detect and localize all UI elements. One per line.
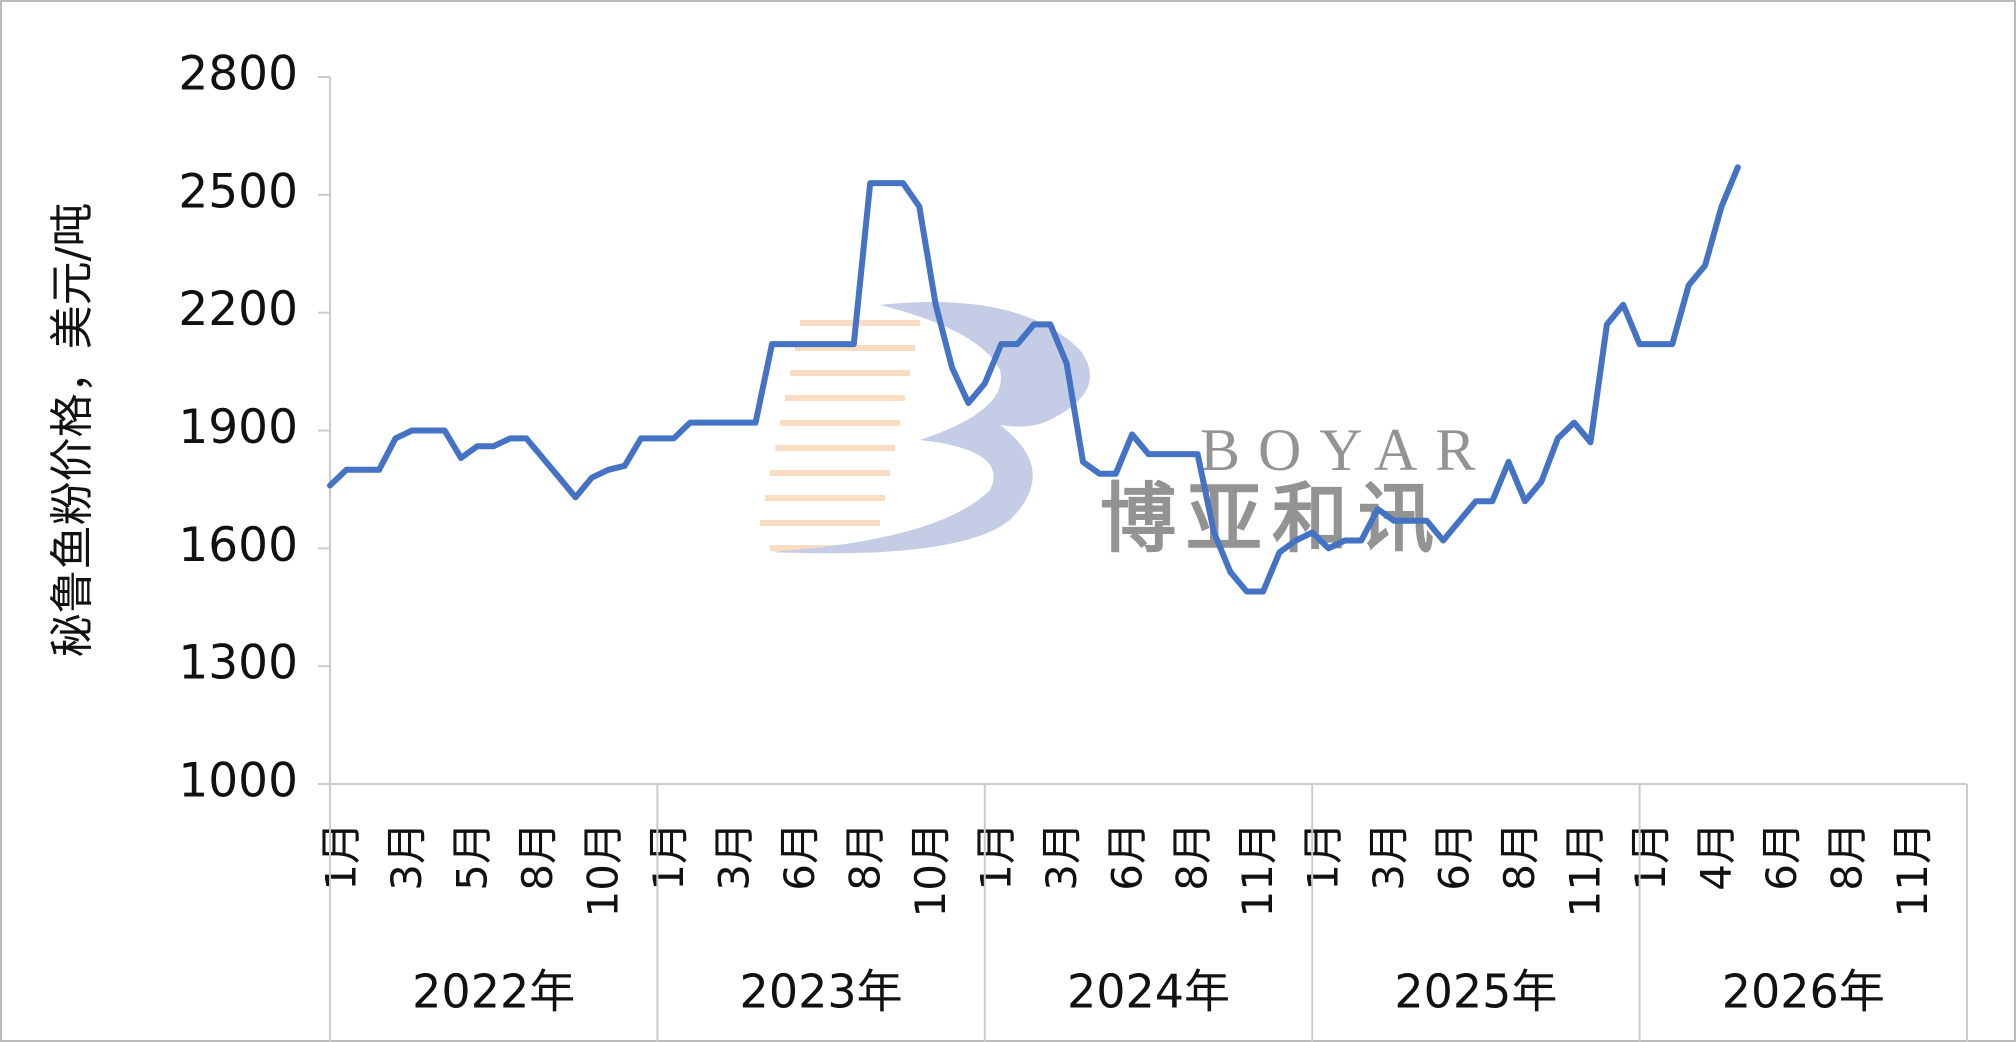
- x-tick-label: 8月: [1823, 822, 1872, 891]
- x-tick-label: 8月: [1495, 822, 1544, 891]
- y-tick-label: 1000: [178, 754, 298, 809]
- x-tick-label: 6月: [1102, 822, 1151, 891]
- x-tick-label: 1月: [1299, 822, 1348, 891]
- x-tick-label: 1月: [971, 822, 1020, 891]
- x-tick-label: 3月: [709, 822, 758, 891]
- x-tick-label: 8月: [513, 822, 562, 891]
- group-label: 2025年: [1394, 965, 1557, 1019]
- x-tick-label: 11月: [1233, 822, 1282, 917]
- y-tick-label: 1300: [178, 636, 298, 691]
- x-tick-label: 3月: [1364, 822, 1413, 891]
- x-tick-label: 10月: [578, 822, 627, 917]
- x-tick-label: 5月: [447, 822, 496, 891]
- data-line: [327, 164, 1741, 595]
- y-tick-label: 2200: [178, 282, 298, 337]
- x-tick-label: 11月: [1561, 822, 1610, 917]
- group-label: 2023年: [740, 965, 903, 1019]
- watermark-name: 博亚和讯: [1100, 474, 1444, 563]
- x-tick-label: 1月: [644, 822, 693, 891]
- y-tick-label: 1900: [178, 400, 298, 455]
- group-label: 2024年: [1067, 965, 1230, 1019]
- x-tick-label: 3月: [1037, 822, 1086, 891]
- x-tick-label: 3月: [382, 822, 431, 891]
- x-tick-label: 6月: [1757, 822, 1806, 891]
- y-tick-label: 2500: [178, 164, 298, 219]
- watermark: BOYAR 博亚和讯: [760, 302, 1493, 563]
- x-tick-label: 4月: [1692, 822, 1741, 891]
- x-tick-label: 8月: [1168, 822, 1217, 891]
- x-tick-label: 8月: [840, 822, 889, 891]
- y-tick-label: 2800: [178, 47, 298, 102]
- group-label: 2026年: [1722, 965, 1885, 1019]
- y-tick-label: 1600: [178, 518, 298, 573]
- y-axis-label: 秘鲁鱼粉价格，美元/吨: [47, 203, 98, 658]
- x-tick-label: 10月: [906, 822, 955, 917]
- x-tick-label: 1月: [317, 822, 366, 891]
- x-tick-label: 6月: [1430, 822, 1479, 891]
- x-tick-label: 6月: [775, 822, 824, 891]
- group-label: 2022年: [412, 965, 575, 1019]
- x-tick-label: 1月: [1626, 822, 1675, 891]
- x-tick-label: 11月: [1888, 822, 1937, 917]
- watermark-brand: BOYAR: [1200, 417, 1493, 483]
